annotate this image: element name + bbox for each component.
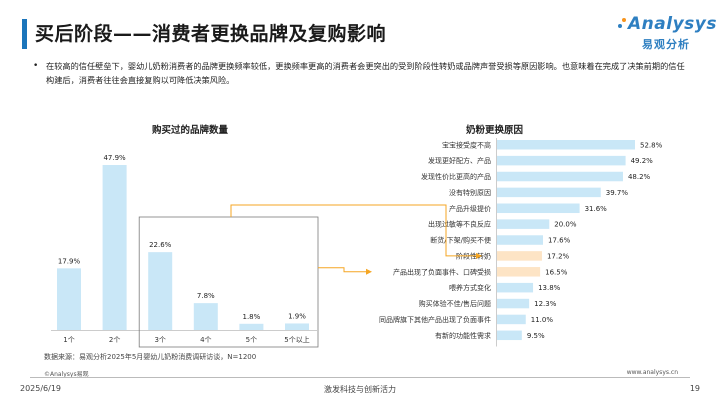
website: www.analysys.cn <box>626 369 678 376</box>
connector-arrow-line <box>230 204 478 257</box>
y-tick-label: 发现更好配方、产品 <box>428 156 491 165</box>
bar-value-label: 22.6% <box>149 241 172 249</box>
y-tick-label: 断货/下架/购买不便 <box>430 236 491 245</box>
intro-bullet: • <box>33 61 39 71</box>
left-chart-title: 购买过的品牌数量 <box>152 125 229 136</box>
bar-value-label: 13.8% <box>538 284 561 292</box>
bar-value-label: 9.5% <box>527 332 545 340</box>
y-tick-label: 同品牌旗下其他产品出现了负面事件 <box>379 315 491 324</box>
logo-dot-icon <box>618 24 622 28</box>
title-accent-bar <box>22 19 27 49</box>
bar-switch-reason <box>497 298 530 309</box>
bar-switch-reason <box>497 219 550 229</box>
y-tick-label: 出现过敏等不良反应 <box>428 220 491 229</box>
intro-text: 在较高的信任壁垒下，婴幼儿奶粉消费者的品牌更换频率较低，更换频率更高的消费者会更… <box>46 61 685 85</box>
bar-brand-count <box>193 303 218 330</box>
y-tick-label: 宝宝接受度不高 <box>442 140 491 149</box>
bar-value-label: 20.0% <box>554 221 577 229</box>
logo-initial: A <box>628 14 642 34</box>
page-number: 19 <box>689 384 700 393</box>
bar-switch-reason <box>497 140 635 150</box>
x-tick-label: 3个 <box>154 336 165 344</box>
y-tick-label: 喂养方式变化 <box>449 283 491 292</box>
bar-value-label: 39.7% <box>606 189 629 197</box>
bar-brand-count <box>148 252 173 330</box>
bar-switch-reason <box>497 330 522 341</box>
copyright: ©Analysys易观 <box>44 371 89 378</box>
x-tick-label: 1个 <box>63 336 74 344</box>
y-tick-label: 发现性价比更高的产品 <box>421 172 491 181</box>
bar-switch-reason <box>497 203 580 214</box>
page-title: 买后阶段——消费者更换品牌及复购影响 <box>35 23 387 45</box>
footer-slogan: 激发科技与创新活力 <box>324 385 396 394</box>
y-tick-label: 没有特别原因 <box>449 188 491 197</box>
bar-brand-count <box>239 323 264 330</box>
bar-switch-reason <box>497 171 623 182</box>
bar-value-label: 48.2% <box>628 173 651 181</box>
bar-value-label: 12.3% <box>534 300 557 308</box>
arrow-head-icon <box>476 252 482 259</box>
x-tick-label: 2个 <box>109 336 120 344</box>
bar-switch-reason <box>497 235 543 245</box>
y-tick-label: 购买体验不佳/售后问题 <box>419 299 491 308</box>
logo-chinese: 易观分析 <box>642 38 690 51</box>
bar-value-label: 52.8% <box>640 141 663 149</box>
bar-value-label: 17.6% <box>548 237 571 245</box>
bar-value-label: 1.9% <box>288 312 306 320</box>
bar-brand-count <box>285 323 309 330</box>
y-tick-label: 产品出现了负面事件、口碑受损 <box>393 267 491 276</box>
bar-value-label: 7.8% <box>197 292 215 300</box>
arrow-head-icon <box>366 268 372 275</box>
bar-value-label: 16.5% <box>545 268 568 276</box>
footer-date: 2025/6/19 <box>20 384 62 393</box>
footer-divider <box>30 377 690 378</box>
bar-brand-count <box>102 165 127 330</box>
bar-switch-reason <box>497 187 601 198</box>
bar-switch-reason <box>497 282 534 293</box>
bar-switch-reason <box>497 251 542 261</box>
bar-value-label: 1.8% <box>243 313 261 321</box>
y-tick-label: 有新的功能性需求 <box>435 331 491 340</box>
logo-word: nalysys <box>641 14 717 34</box>
bar-brand-count <box>57 268 81 330</box>
bar-value-label: 49.2% <box>631 157 654 165</box>
bar-value-label: 11.0% <box>531 316 554 324</box>
bar-value-label: 17.9% <box>58 257 81 265</box>
bar-switch-reason <box>497 267 541 277</box>
bar-value-label: 31.6% <box>585 205 608 213</box>
right-chart-title: 奶粉更换原因 <box>466 125 524 136</box>
bar-value-label: 47.9% <box>103 154 126 162</box>
highlight-box <box>138 216 319 348</box>
analysys-logo: Analysys 易观分析 <box>616 14 716 54</box>
logo-dot-icon <box>622 18 626 22</box>
bar-switch-reason <box>497 314 526 325</box>
x-tick-label: 5个 <box>246 336 257 344</box>
bar-value-label: 17.2% <box>547 252 570 260</box>
y-tick-label: 产品升级提价 <box>449 204 491 213</box>
logo-wordmark: Analysys <box>628 14 717 34</box>
x-tick-label: 4个 <box>200 336 211 344</box>
x-tick-label: 5个以上 <box>284 335 309 344</box>
data-source: 数据来源：易观分析2025年5月婴幼儿奶粉消费调研访谈，N=1200 <box>44 353 257 361</box>
connector-arrow-line <box>318 267 368 273</box>
bar-switch-reason <box>497 155 626 166</box>
